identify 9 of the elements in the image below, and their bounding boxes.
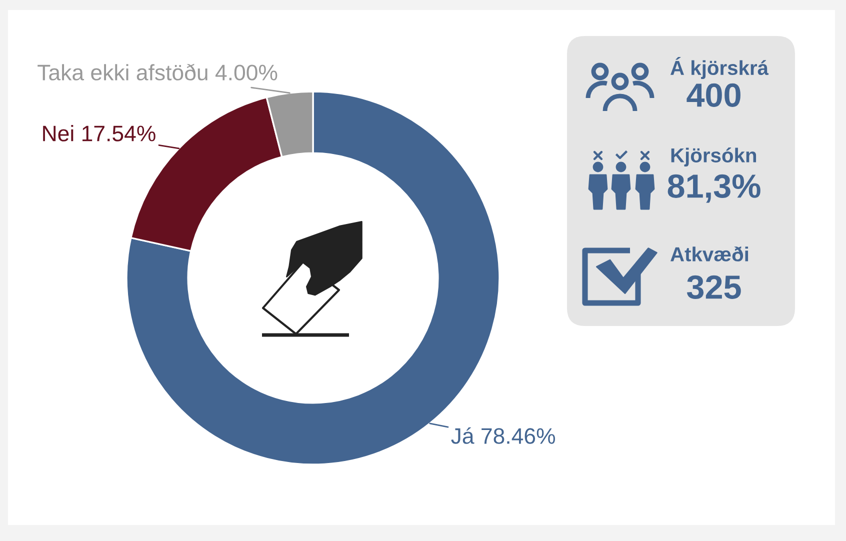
slice-label: Já 78.46% [451,427,556,444]
text: 400 [686,83,740,107]
text: Kjörsókn [671,148,756,166]
text: Á kjörskrá [670,56,769,80]
text: Atkvæði [670,246,748,262]
slice-label: Nei 17.54% [43,125,156,142]
slice-label: Taka ekki afstöðu 4.00% [38,64,278,80]
text: 81,3% [668,174,760,203]
text: 325 [686,275,741,299]
